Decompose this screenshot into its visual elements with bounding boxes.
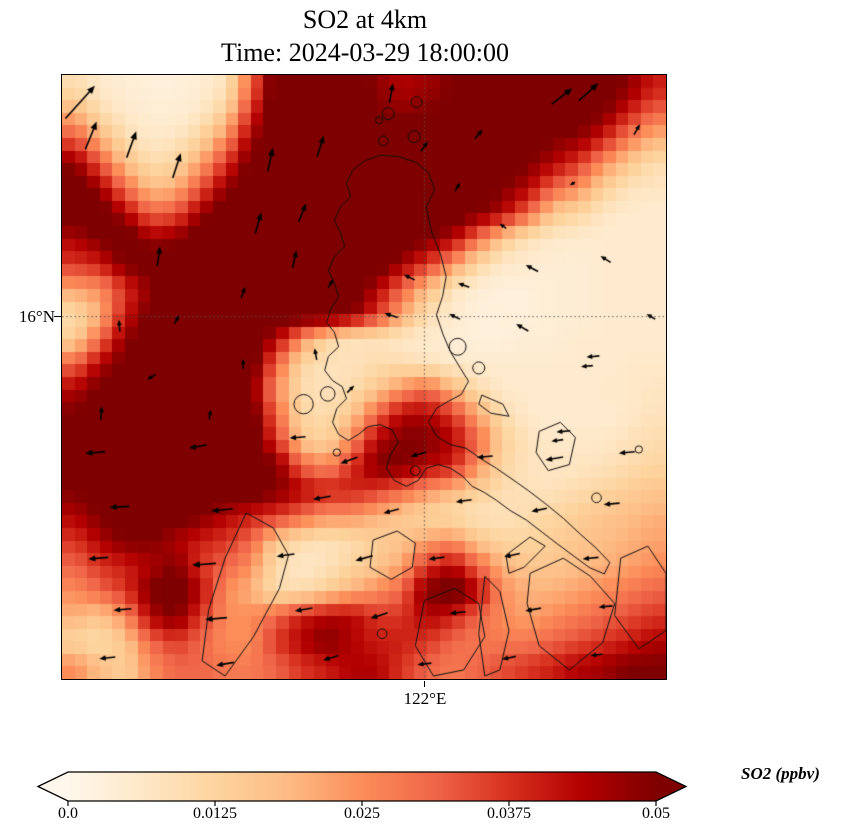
y-axis-tick-label: 16°N [18,307,55,326]
x-axis-tick-label: 122°E [403,689,447,708]
figure-title-line1: SO2 at 4km [302,5,428,34]
so2-heatmap-canvas [62,75,666,679]
colorbar-tick-label-4: 0.05 [642,805,670,822]
colorbar-tick-label-2: 0.025 [344,805,380,822]
colorbar-tick-label-0: 0.0 [58,805,78,822]
colorbar-tick-marks [67,801,657,806]
figure-title-line2: Time: 2024-03-29 18:00:00 [221,38,509,67]
colorbar-tick-label-1: 0.0125 [193,805,237,822]
colorbar-title: SO2 (ppbv) [741,764,820,783]
x-axis-tick-mark [424,681,426,687]
colorbar-tick-label-3: 0.0375 [487,805,531,822]
colorbar [36,771,688,806]
map-plot-frame [61,74,667,680]
y-axis-tick-mark [54,316,61,318]
colorbar-bar [36,771,688,802]
